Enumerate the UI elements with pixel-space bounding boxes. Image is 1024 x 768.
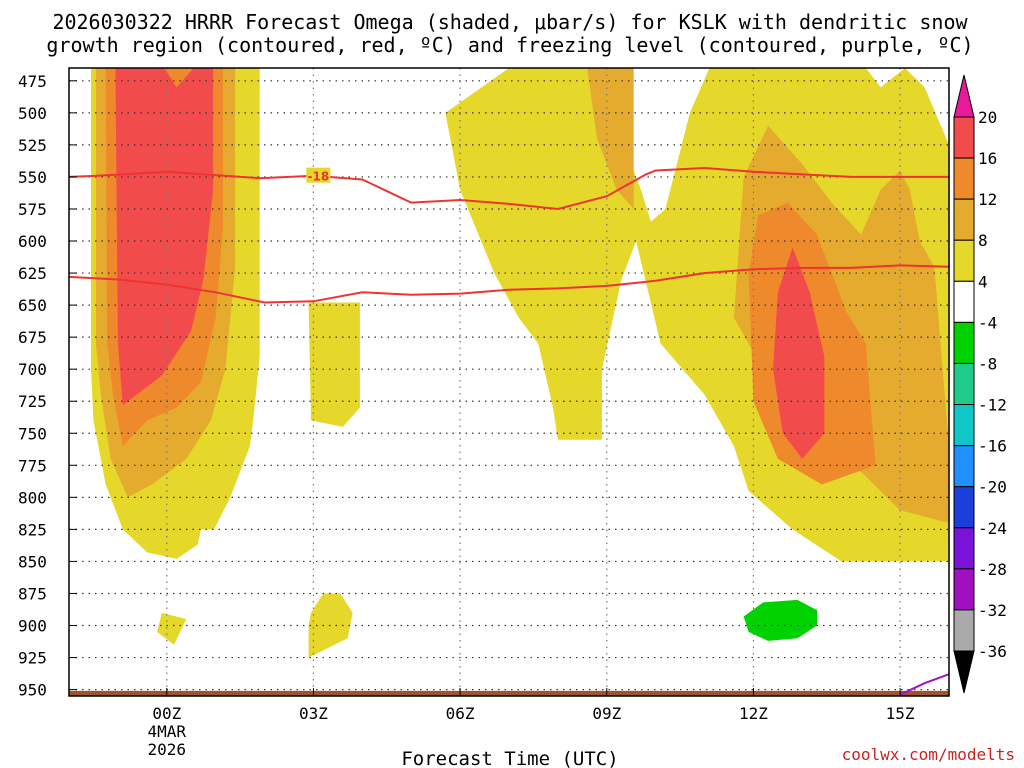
credit-text: coolwx.com/modelts: [842, 745, 1015, 764]
colorbar-label--24: -24: [978, 519, 1007, 538]
y-tick-label-775: 775: [18, 456, 47, 475]
x-tick-label-06Z: 06Z: [446, 704, 475, 723]
y-tick-label-475: 475: [18, 72, 47, 91]
colorbar-under-triangle: [953, 650, 975, 694]
colorbar-label--4: -4: [978, 313, 997, 332]
dgz-contour-0: [69, 166, 949, 211]
omega-r16-a: [115, 68, 214, 406]
plot-frame: [68, 67, 950, 697]
y-tick-label-650: 650: [18, 296, 47, 315]
omega-y4-b: [157, 612, 187, 645]
omega-y4-c: [308, 302, 360, 427]
x-tick-label-12Z: 12Z: [739, 704, 768, 723]
colorbar-over-triangle: [953, 74, 975, 118]
colorbar-band-4-8: [953, 239, 975, 282]
x-tick-label-03Z: 03Z: [299, 704, 328, 723]
y-tick-label-600: 600: [18, 232, 47, 251]
omega-g4-a: [245, 356, 280, 543]
y-axis-ticks: 475 500 525 550 575 600 625 650 675 700 725 750 775 8…: [18, 72, 77, 700]
colorbar-label-12: 12: [978, 190, 997, 209]
y-tick-label-725: 725: [18, 392, 47, 411]
x-tick-label-09Z: 09Z: [592, 704, 621, 723]
x-tick-sublabel-year: 2026: [148, 740, 187, 759]
colorbar-label--16: -16: [978, 437, 1007, 456]
colorbar-band-12-16: [953, 157, 975, 200]
x-tick-sublabel-month: 4MAR: [148, 722, 187, 741]
colorbar-label--20: -20: [978, 478, 1007, 497]
y-tick-label-875: 875: [18, 584, 47, 603]
y-tick-label-825: 825: [18, 520, 47, 539]
freezing-level-contour-0: [899, 673, 949, 696]
x-tick-label-00Z: 00Z: [152, 704, 181, 723]
contour-label-bg: [306, 167, 331, 183]
terrain-band: [69, 690, 949, 696]
title-line-2: growth region (contoured, red, ºC) and f…: [46, 33, 973, 57]
omega-p20-a: [117, 215, 131, 299]
y-tick-label-925: 925: [18, 649, 47, 668]
y-tick-label-550: 550: [18, 168, 47, 187]
omega-y4-d: [308, 593, 353, 658]
y-tick-label-525: 525: [18, 136, 47, 155]
omega-t8-d: [743, 599, 817, 641]
omega-g4-b: [191, 529, 241, 607]
y-tick-label-700: 700: [18, 360, 47, 379]
colorbar-band--20--16: [953, 445, 975, 488]
y-tick-label-950: 950: [18, 681, 47, 700]
omega-r16-c: [773, 247, 825, 459]
colorbar-band--4-4: [953, 280, 975, 323]
colorbar-label-8: 8: [978, 231, 988, 250]
dgz-contour-1: [69, 264, 949, 304]
colorbar-label--32: -32: [978, 601, 1007, 620]
y-tick-label-750: 750: [18, 424, 47, 443]
omega-g4-c: [108, 599, 131, 639]
colorbar-label--36: -36: [978, 642, 1007, 661]
freezing-level-contours: [899, 673, 949, 696]
colorbar-band-16-20: [953, 116, 975, 159]
colorbar-label-20: 20: [978, 108, 997, 127]
colorbar-band--32--28: [953, 568, 975, 611]
colorbar-band--28--24: [953, 527, 975, 570]
colorbar: 20 16 12 8 4 -4 -8 -12 -16 -20 -24 -28 -32 -36: [953, 74, 1007, 694]
y-tick-label-800: 800: [18, 488, 47, 507]
colorbar-band--12--8: [953, 362, 975, 406]
colorbar-label-4: 4: [978, 272, 988, 291]
colorbar-band--8--4: [953, 321, 975, 364]
colorbar-band-8-12: [953, 198, 975, 241]
colorbar-label--12: -12: [978, 396, 1007, 415]
colorbar-band--16--12: [953, 404, 975, 447]
title-line-1: 2026030322 HRRR Forecast Omega (shaded, …: [52, 10, 968, 34]
y-tick-label-900: 900: [18, 617, 47, 636]
y-tick-label-625: 625: [18, 264, 47, 283]
y-tick-label-575: 575: [18, 200, 47, 219]
colorbar-label--8: -8: [978, 354, 997, 373]
colorbar-band--36--32: [953, 609, 975, 652]
x-tick-label-15Z: 15Z: [886, 704, 915, 723]
x-axis-label: Forecast Time (UTC): [401, 748, 618, 768]
dgz-contours: -18: [69, 166, 949, 304]
y-tick-label-675: 675: [18, 328, 47, 347]
omega-o8-b: [587, 68, 634, 209]
terrain-ground: [69, 690, 949, 696]
colorbar-label--28: -28: [978, 560, 1007, 579]
contour-label: -18: [307, 170, 329, 184]
colorbar-label-16: 16: [978, 149, 997, 168]
colorbar-band--24--20: [953, 486, 975, 529]
omega-shading: [69, 68, 949, 667]
y-tick-label-500: 500: [18, 104, 47, 123]
y-tick-label-850: 850: [18, 552, 47, 571]
